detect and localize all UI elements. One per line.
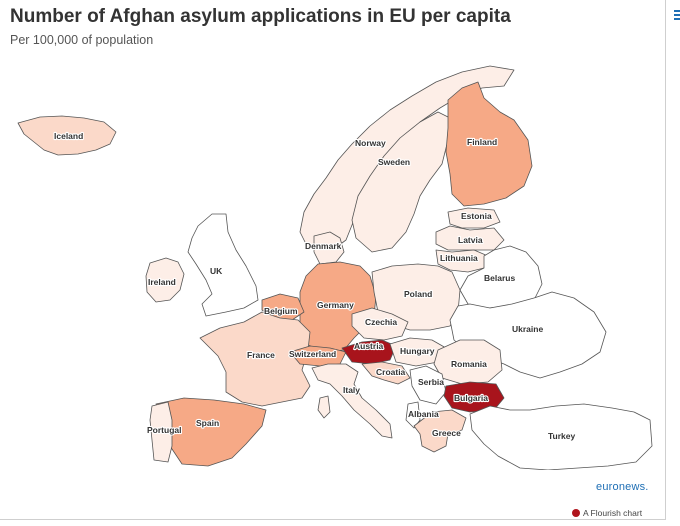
label-albania: Albania: [408, 409, 439, 419]
country-italy[interactable]: [311, 363, 393, 439]
label-croatia: Croatia: [376, 367, 406, 377]
label-lithuania: Lithuania: [440, 253, 478, 263]
country-romania[interactable]: [433, 339, 503, 385]
label-bulgaria: Bulgaria: [454, 393, 488, 403]
chart-title: Number of Afghan asylum applications in …: [10, 6, 511, 27]
country-switzerland[interactable]: [289, 345, 347, 367]
label-romania: Romania: [451, 359, 487, 369]
label-estonia: Estonia: [461, 211, 492, 221]
label-germany: Germany: [317, 300, 354, 310]
label-ukraine: Ukraine: [512, 324, 543, 334]
label-poland: Poland: [404, 289, 432, 299]
country-italy-sardinia[interactable]: [317, 395, 331, 419]
label-portugal: Portugal: [147, 425, 181, 435]
country-france[interactable]: [199, 311, 311, 407]
label-serbia: Serbia: [418, 377, 444, 387]
label-italy: Italy: [343, 385, 360, 395]
country-ireland[interactable]: [145, 257, 185, 303]
label-hungary: Hungary: [400, 346, 435, 356]
menu-icon[interactable]: [674, 10, 680, 20]
chart-frame: [0, 0, 666, 520]
label-greece: Greece: [432, 428, 461, 438]
country-latvia[interactable]: [435, 225, 505, 251]
europe-map: Iceland Ireland UK Norway Sweden Finland…: [17, 65, 653, 470]
label-austria: Austria: [354, 341, 384, 351]
label-belarus: Belarus: [484, 273, 515, 283]
label-iceland: Iceland: [54, 131, 83, 141]
flourish-credit-text: A Flourish chart: [583, 508, 643, 518]
flourish-credit[interactable]: A Flourish chart: [572, 508, 642, 518]
label-uk: UK: [210, 266, 223, 276]
country-denmark[interactable]: [313, 231, 345, 265]
label-belgium: Belgium: [264, 306, 298, 316]
label-denmark: Denmark: [305, 241, 342, 251]
country-czechia[interactable]: [351, 307, 409, 341]
flourish-icon: [572, 509, 580, 517]
label-norway: Norway: [355, 138, 386, 148]
chart-subtitle: Per 100,000 of population: [10, 33, 154, 47]
country-belgium[interactable]: [261, 293, 305, 321]
label-sweden: Sweden: [378, 157, 410, 167]
country-estonia[interactable]: [447, 207, 501, 229]
label-france: France: [247, 350, 275, 360]
label-ireland: Ireland: [148, 277, 176, 287]
country-portugal[interactable]: [149, 401, 173, 463]
label-spain: Spain: [196, 418, 219, 428]
label-finland: Finland: [467, 137, 497, 147]
country-greece[interactable]: [413, 409, 467, 453]
country-croatia[interactable]: [361, 361, 411, 385]
country-uk[interactable]: [187, 213, 259, 317]
country-finland[interactable]: [445, 81, 533, 207]
euronews-logo[interactable]: euronews.: [596, 481, 649, 493]
country-turkey[interactable]: [469, 403, 653, 470]
label-switzerland: Switzerland: [289, 349, 336, 359]
brand-text: euronews.: [596, 481, 649, 493]
country-iceland[interactable]: [17, 115, 117, 156]
label-turkey: Turkey: [548, 431, 576, 441]
country-serbia[interactable]: [409, 365, 447, 405]
label-latvia: Latvia: [458, 235, 483, 245]
label-czechia: Czechia: [365, 317, 397, 327]
